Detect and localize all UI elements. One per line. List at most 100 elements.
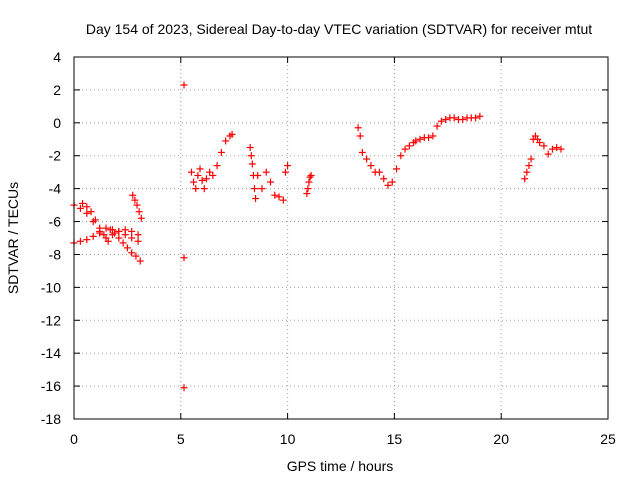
data-point [187,168,195,176]
data-point [91,216,99,224]
data-point [254,171,262,179]
data-point [303,190,311,198]
data-point [192,185,200,193]
data-point [115,227,123,235]
data-point [111,229,119,237]
data-point [83,236,91,244]
data-point [306,173,314,181]
data-point [136,257,144,265]
data-point [307,171,315,179]
data-point [358,148,366,156]
data-point [128,249,136,257]
data-point [198,176,206,184]
data-point [523,168,531,176]
data-point [180,81,188,89]
data-point [384,181,392,189]
data-point [521,175,529,183]
y-tick-label: -18 [41,411,61,427]
x-tick-label: 15 [387,431,403,447]
data-point [213,162,221,170]
data-point [380,175,388,183]
data-point [209,171,217,179]
data-point [196,165,204,173]
data-point [119,239,127,247]
data-point [247,152,255,160]
data-point [401,145,409,153]
data-point [450,114,458,122]
y-tick-label: 2 [53,82,61,98]
data-point [548,145,556,153]
data-point [83,209,91,217]
data-point [104,237,112,245]
y-tick-label: -2 [49,148,62,164]
y-tick-label: -14 [41,345,61,361]
data-point [106,226,114,234]
data-point [429,132,437,140]
x-tick-label: 0 [70,431,78,447]
y-tick-label: -10 [41,279,61,295]
data-point [557,145,565,153]
chart-title: Day 154 of 2023, Sidereal Day-to-day VTE… [86,21,592,37]
x-tick-label: 10 [280,431,296,447]
data-point [134,231,142,239]
data-point [194,171,202,179]
data-point [115,234,123,242]
data-point [476,112,484,120]
data-point [217,148,225,156]
data-point [354,124,362,132]
data-point [356,132,364,140]
data-point [367,162,375,170]
data-point [206,168,214,176]
y-tick-label: 4 [53,49,61,65]
data-point [527,155,535,163]
data-point [442,116,450,124]
x-tick-label: 25 [600,431,616,447]
data-point [129,191,137,199]
data-point [180,254,188,262]
data-point [540,142,548,150]
y-tick-label: -8 [49,246,62,262]
data-point [267,178,275,186]
data-point [258,185,266,193]
plot-frame [73,56,609,420]
x-tick-label: 5 [177,431,185,447]
data-point [222,137,230,145]
data-point [553,144,561,151]
data-point [202,175,210,183]
data-point [363,155,371,163]
data-point [89,232,97,240]
data-point [459,116,467,124]
data-point [87,208,95,216]
data-point [525,162,533,170]
y-tick-label: -6 [49,214,62,230]
data-point [252,195,260,203]
data-point [393,165,401,173]
data-point [228,130,236,138]
data-point [271,191,279,199]
data-point [472,114,480,122]
data-points [70,81,565,392]
data-point [128,234,136,242]
y-tick-label: -4 [49,181,62,197]
data-point [279,196,287,204]
data-point [200,185,208,193]
data-point [544,150,552,158]
data-point [100,231,108,239]
data-point [133,201,141,209]
data-point [281,168,289,176]
data-point [76,237,84,245]
data-point [246,144,254,151]
data-point [134,237,142,245]
data-point [132,252,140,260]
data-point [248,160,256,168]
data-point [305,178,313,186]
data-point [123,244,131,252]
data-point [304,185,312,193]
y-axis-label: SDTVAR / TECUs [5,182,21,294]
y-tick-label: -12 [41,312,61,328]
data-point [76,204,84,212]
x-tick-label: 20 [493,431,509,447]
data-point [83,203,91,211]
